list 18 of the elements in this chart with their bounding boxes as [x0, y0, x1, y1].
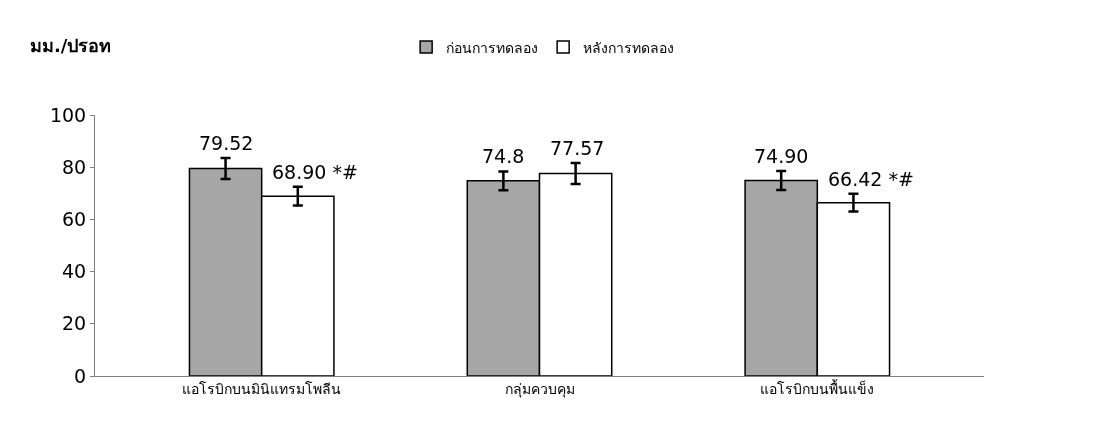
y-tick-label: 0	[74, 364, 87, 387]
data-label: 77.57	[550, 137, 605, 159]
y-tick-label: 60	[62, 208, 87, 231]
y-tick-label: 80	[62, 155, 87, 178]
y-tick-label: 100	[49, 103, 87, 126]
x-tick-label: กลุ่มควบคุม	[504, 380, 575, 398]
y-tick-label: 40	[62, 260, 87, 283]
legend-label: หลังการทดลอง	[583, 39, 675, 56]
data-label: 79.52	[199, 132, 254, 154]
y-tick-label: 20	[62, 312, 87, 335]
data-label: 74.90	[754, 145, 809, 167]
x-tick-label: แอโรบิกบนพื้นแข็ง	[760, 378, 875, 397]
data-label: 68.90 *#	[272, 161, 358, 183]
y-axis-title: มม./ปรอท	[30, 35, 112, 56]
data-label: 74.8	[482, 145, 525, 167]
legend-label: ก่อนการทดลอง	[446, 39, 539, 56]
x-tick-label: แอโรบิกบนมินิแทรมโพลีน	[182, 380, 342, 397]
data-label: 66.42 *#	[828, 168, 914, 190]
